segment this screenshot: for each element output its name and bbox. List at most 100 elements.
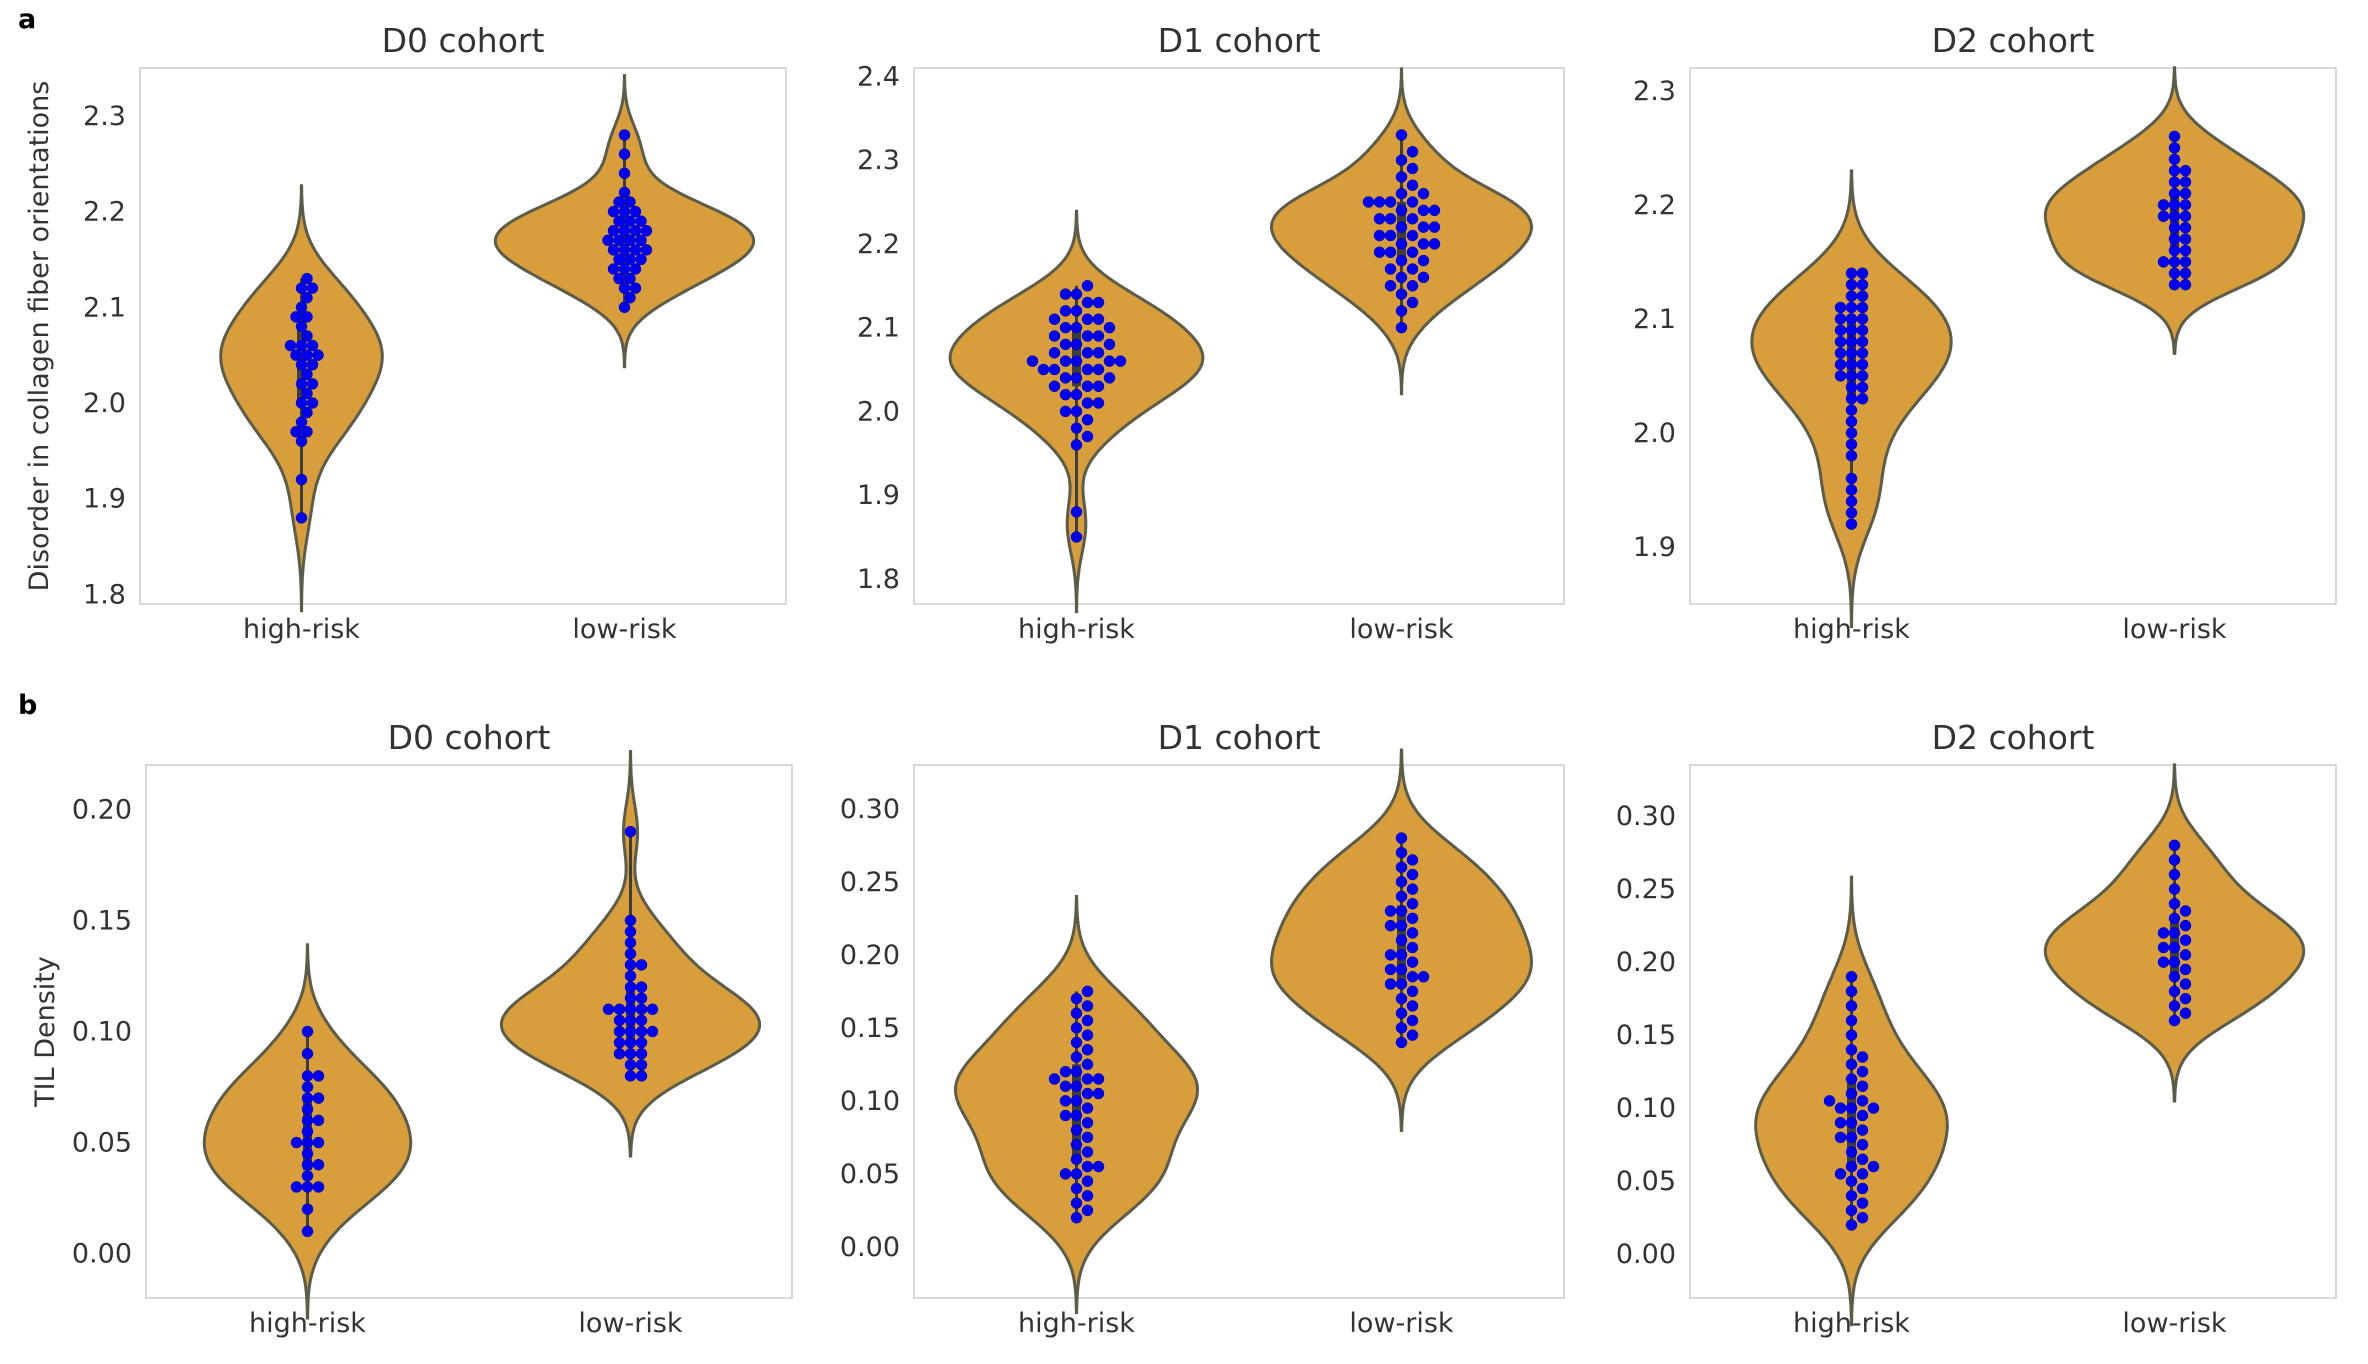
y-tick-label: 0.15 <box>72 905 132 936</box>
data-point <box>1395 890 1408 903</box>
data-point <box>1070 355 1083 367</box>
data-point <box>1059 321 1072 334</box>
data-point <box>2157 210 2170 223</box>
data-point <box>1406 229 1419 242</box>
data-point <box>1070 288 1083 300</box>
data-point <box>1081 1160 1094 1173</box>
data-point <box>1856 347 1869 359</box>
data-point <box>1081 430 1094 443</box>
data-point <box>624 272 636 285</box>
panel-letter-b: b <box>18 690 38 721</box>
data-point <box>1428 204 1441 217</box>
data-point <box>1070 1197 1083 1209</box>
y-tick-label: 0.05 <box>72 1128 132 1159</box>
data-point <box>2179 199 2192 211</box>
data-point <box>1384 246 1397 258</box>
data-point <box>618 167 631 180</box>
chart-title: D1 cohort <box>1158 21 1321 60</box>
data-point <box>1395 919 1408 932</box>
data-point <box>1845 518 1858 530</box>
data-point <box>613 1014 626 1027</box>
data-point <box>618 205 631 218</box>
data-point <box>301 1103 314 1115</box>
y-tick-label: 2.4 <box>857 61 900 92</box>
data-point <box>624 291 636 304</box>
data-point <box>290 349 302 361</box>
data-point <box>1845 427 1858 439</box>
data-point <box>1070 1153 1083 1166</box>
data-point <box>2179 978 2192 990</box>
data-point <box>1048 1073 1061 1085</box>
data-point <box>1081 380 1094 392</box>
data-point <box>1406 1014 1419 1027</box>
data-point <box>295 378 308 390</box>
y-tick-label: 0.10 <box>1616 1093 1676 1124</box>
data-point <box>1081 280 1094 292</box>
data-point <box>306 282 319 294</box>
data-point <box>1417 204 1430 217</box>
data-point <box>1406 213 1419 225</box>
x-tick-label: low-risk <box>1349 1308 1454 1339</box>
data-point <box>295 397 308 409</box>
x-tick-label: low-risk <box>1349 614 1454 645</box>
y-tick-label: 0.20 <box>840 940 900 971</box>
data-point <box>646 1025 659 1038</box>
chart-title: D0 cohort <box>388 718 551 757</box>
data-point <box>1059 1168 1072 1180</box>
data-point <box>1373 196 1386 208</box>
data-point <box>1103 338 1116 351</box>
data-point <box>1395 288 1408 300</box>
chart-6: D2 cohort0.000.050.100.150.200.250.30hig… <box>1616 718 2337 1339</box>
data-point <box>290 311 302 323</box>
chart-title: D0 cohort <box>382 21 545 60</box>
data-point <box>635 1003 648 1016</box>
data-point <box>1845 1219 1858 1231</box>
data-point <box>2157 927 2170 939</box>
data-point <box>301 368 313 381</box>
data-point <box>640 224 653 237</box>
data-point <box>1406 897 1419 910</box>
data-point <box>1395 254 1408 267</box>
data-point <box>2168 868 2181 881</box>
data-point <box>284 339 297 352</box>
data-point <box>640 244 653 256</box>
data-point <box>1845 313 1858 325</box>
y-tick-label: 1.9 <box>83 484 126 515</box>
data-point <box>301 1047 314 1060</box>
data-point <box>1845 507 1858 519</box>
x-tick-label: high-risk <box>243 614 360 645</box>
data-point <box>2168 956 2181 968</box>
data-point <box>1092 363 1105 376</box>
data-point <box>2168 970 2181 983</box>
data-point <box>1092 1087 1105 1100</box>
data-point <box>1845 404 1858 416</box>
y-tick-label: 0.00 <box>72 1239 132 1270</box>
data-point <box>1406 985 1419 998</box>
data-point <box>301 406 313 419</box>
data-point <box>1406 162 1419 175</box>
data-point <box>1384 919 1397 932</box>
data-point <box>1845 1146 1858 1158</box>
data-point <box>1856 1051 1869 1063</box>
data-point <box>295 320 308 333</box>
data-point <box>312 1114 325 1127</box>
x-tick-label: low-risk <box>578 1308 683 1339</box>
data-point <box>1384 229 1397 242</box>
data-point <box>2179 233 2192 245</box>
data-point <box>2157 956 2170 968</box>
data-point <box>2179 244 2192 257</box>
data-point <box>1845 1087 1858 1100</box>
data-point <box>1070 1109 1083 1122</box>
data-point <box>1059 388 1072 401</box>
y-tick-label: 1.8 <box>857 564 900 595</box>
data-point <box>1103 355 1116 367</box>
data-point <box>1081 1146 1094 1158</box>
data-point <box>301 349 313 361</box>
y-tick-label: 1.8 <box>83 579 126 610</box>
data-point <box>635 1036 648 1049</box>
data-point <box>1373 229 1386 242</box>
data-point <box>1395 876 1408 888</box>
data-point <box>1384 213 1397 225</box>
